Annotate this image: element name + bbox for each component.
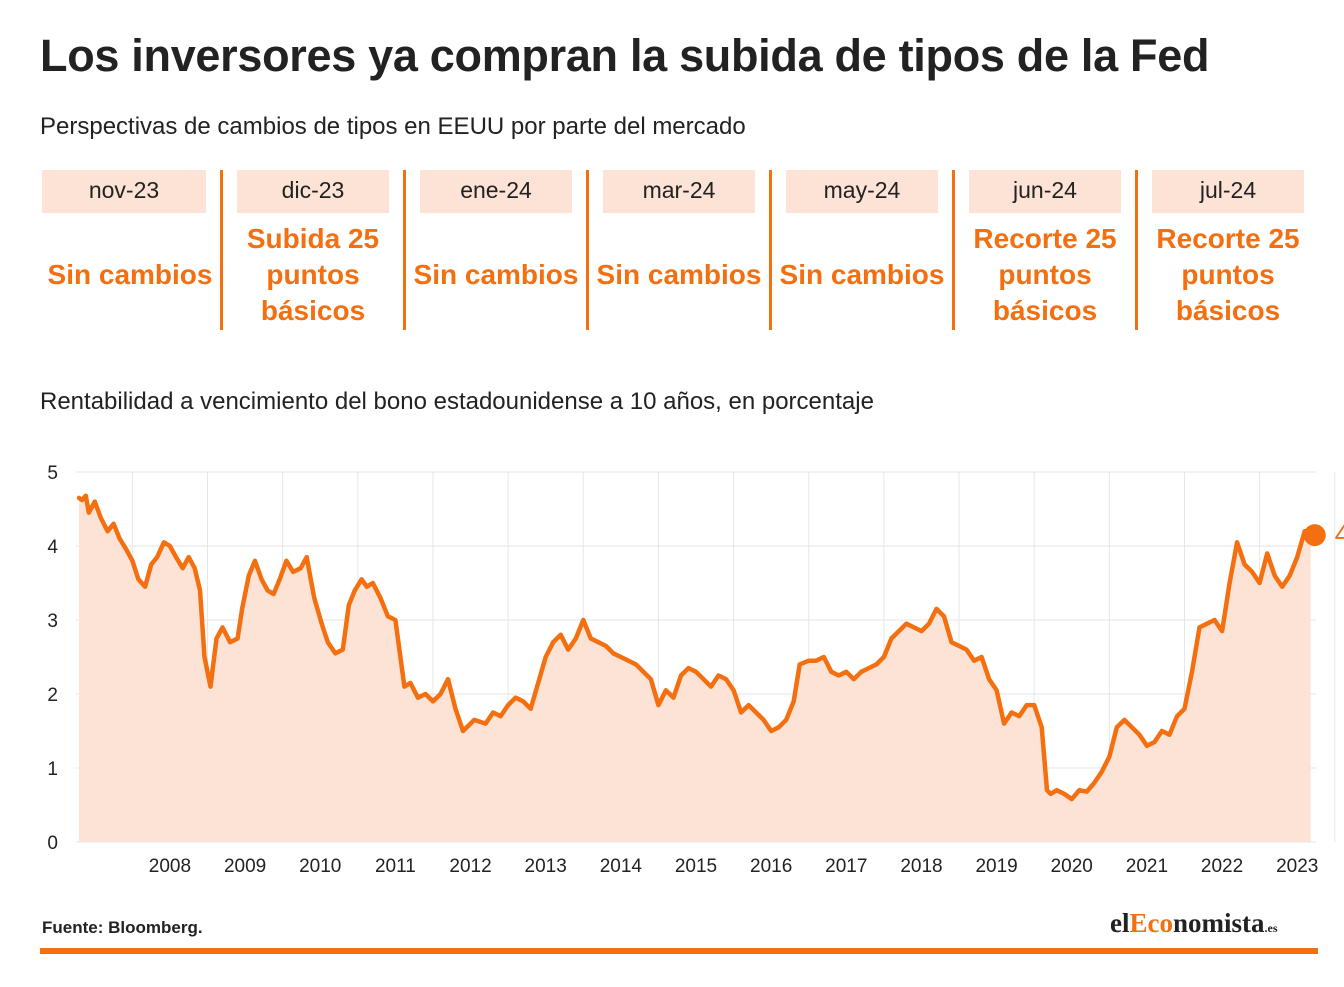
x-tick-label: 2020 [1051,856,1093,877]
source-note: Fuente: Bloomberg. [42,918,203,937]
y-tick-label: 4 [47,537,58,558]
y-tick-label: 3 [47,611,58,632]
y-tick-label: 1 [47,759,58,780]
outlook-month: jun-24 [969,170,1121,213]
outlook-column: jun-24 Recorte 25 puntos básicos [952,170,1135,330]
x-tick-label: 2022 [1201,856,1243,877]
page-subtitle: Perspectivas de cambios de tipos en EEUU… [40,113,746,140]
outlook-change: Sin cambios [413,259,579,290]
x-tick-label: 2018 [900,856,942,877]
outlook-column: dic-23 Subida 25 puntos básicos [220,170,403,330]
outlook-month: may-24 [786,170,938,213]
outlook-change: Sin cambios [779,259,945,290]
outlook-month: mar-24 [603,170,755,213]
bottom-accent-bar [40,948,1318,954]
x-tick-label: 2009 [224,856,266,877]
x-tick-label: 2011 [375,856,416,877]
yield-chart: 0 1 2 3 4 5 2008 2009 2010 2011 2012 2013 2014 2015 20… [47,463,1344,877]
outlook-column: nov-23 Sin cambios [40,170,220,330]
logo-prefix: el [1110,908,1130,938]
last-value-label: 4,12 [1335,519,1344,549]
outlook-month: jul-24 [1152,170,1304,213]
outlook-column: may-24 Sin cambios [769,170,952,330]
y-tick-label: 5 [47,463,58,484]
logo-domain: .es [1264,921,1278,935]
logo-highlight: Eco [1129,908,1174,938]
x-tick-label: 2023 [1276,856,1318,877]
logo-suffix: nomista [1173,908,1265,938]
series-area [79,495,1311,842]
outlook-column: mar-24 Sin cambios [586,170,769,330]
x-tick-label: 2014 [600,856,643,877]
outlook-change: Recorte 25 puntos básicos [1156,223,1300,326]
page-title: Los inversores ya compran la subida de t… [40,30,1210,81]
series-line [76,493,1313,802]
outlook-change: Sin cambios [596,259,762,290]
x-tick-label: 2019 [975,856,1017,877]
publisher-logo: elEconomista.es [1110,908,1278,939]
outlook-month: ene-24 [420,170,572,213]
rate-outlook-table: nov-23 Sin cambios dic-23 Subida 25 punt… [40,170,1318,330]
outlook-change: Subida 25 puntos básicos [246,223,380,326]
x-tick-label: 2012 [449,856,491,877]
last-value-marker [1303,524,1326,547]
outlook-column: jul-24 Recorte 25 puntos básicos [1135,170,1318,330]
y-tick-label: 2 [47,685,58,706]
x-tick-label: 2010 [299,856,341,877]
x-tick-label: 2013 [525,856,567,877]
y-tick-label: 0 [47,833,58,854]
outlook-month: dic-23 [237,170,389,213]
x-tick-label: 2015 [675,856,717,877]
outlook-change: Sin cambios [47,259,213,290]
x-tick-label: 2021 [1126,856,1168,877]
chart-title: Rentabilidad a vencimiento del bono esta… [40,388,874,415]
x-tick-label: 2016 [750,856,792,877]
outlook-month: nov-23 [42,170,206,213]
outlook-change: Recorte 25 puntos básicos [973,223,1117,326]
outlook-column: ene-24 Sin cambios [403,170,586,330]
x-tick-label: 2017 [825,856,867,877]
x-tick-label: 2008 [149,856,191,877]
